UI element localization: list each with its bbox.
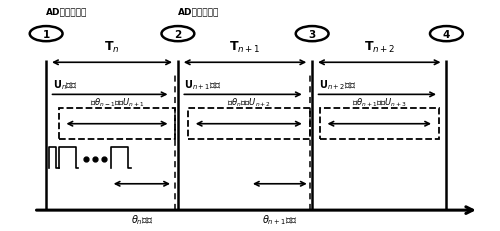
- Text: $\mathbf{U}_n$作用: $\mathbf{U}_n$作用: [52, 78, 77, 91]
- Text: 3: 3: [308, 30, 316, 40]
- Text: 2: 2: [174, 30, 182, 40]
- Text: $\mathbf{U}_{n+1}$作用: $\mathbf{U}_{n+1}$作用: [184, 78, 222, 91]
- Text: $\mathbf{T}_{n+1}$: $\mathbf{T}_{n+1}$: [229, 40, 261, 55]
- Text: AD读取，启动: AD读取，启动: [46, 7, 88, 16]
- Text: $\mathbf{U}_{n+2}$作用: $\mathbf{U}_{n+2}$作用: [318, 78, 356, 91]
- Text: 由$\theta_{n+1}$计算$U_{n+3}$: 由$\theta_{n+1}$计算$U_{n+3}$: [352, 96, 407, 109]
- Text: $\theta_n$采样: $\theta_n$采样: [131, 212, 154, 225]
- Text: AD读取，启动: AD读取，启动: [178, 7, 220, 16]
- Text: 4: 4: [442, 30, 450, 40]
- Bar: [320, 109, 439, 140]
- Text: $\mathbf{T}_n$: $\mathbf{T}_n$: [104, 40, 120, 55]
- Text: 由$\theta_n$计算$U_{n+2}$: 由$\theta_n$计算$U_{n+2}$: [226, 96, 271, 109]
- Text: 由$\theta_{n-1}$计算$U_{n+1}$: 由$\theta_{n-1}$计算$U_{n+1}$: [90, 96, 144, 109]
- Bar: [58, 109, 176, 140]
- Text: 1: 1: [42, 30, 50, 40]
- Text: $\mathbf{T}_{n+2}$: $\mathbf{T}_{n+2}$: [364, 40, 395, 55]
- Text: $\theta_{n+1}$采样: $\theta_{n+1}$采样: [262, 212, 298, 225]
- Bar: [188, 109, 310, 140]
